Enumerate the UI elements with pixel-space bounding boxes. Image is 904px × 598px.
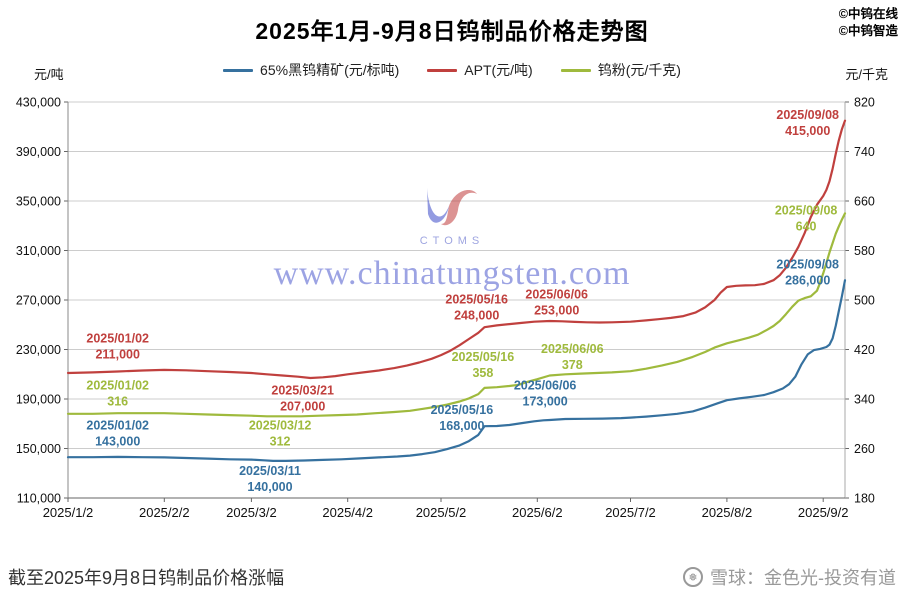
- page-title: 2025年1月-9月8日钨制品价格走势图: [255, 18, 649, 44]
- annotation-date: 2025/03/11: [239, 464, 301, 478]
- x-tick-label: 2025/3/2: [226, 505, 277, 520]
- annotation-value: 140,000: [247, 480, 292, 494]
- right-tick-label: 340: [854, 393, 875, 407]
- x-tick-label: 2025/7/2: [605, 505, 656, 520]
- chart-svg: 430,000 390,000 350,000 310,000 270,000 230,0…: [16, 96, 875, 521]
- annotation-value: 312: [270, 434, 291, 448]
- annotation-date: 2025/01/02: [86, 332, 149, 346]
- annotation-value: 143,000: [95, 434, 140, 448]
- x-tick-label: 2025/4/2: [322, 505, 373, 520]
- x-tick-label: 2025/5/2: [416, 505, 467, 520]
- legend-label-powder: 钨粉(元/千克): [597, 62, 681, 78]
- series-line-powder: [66, 212, 847, 418]
- red-line-marker-icon: [427, 68, 458, 72]
- snowflake-icon: ❅: [683, 567, 703, 587]
- annotation-date: 2025/01/02: [86, 418, 149, 432]
- green-line-marker-icon: [560, 68, 591, 72]
- right-tick-label: 740: [854, 145, 875, 159]
- x-tick-label: 2025/9/2: [798, 505, 849, 520]
- annotation-value: 211,000: [95, 348, 140, 362]
- annotation-value: 286,000: [785, 274, 830, 288]
- x-tick-label: 2025/2/2: [139, 505, 190, 520]
- right-axis-unit-label: 元/千克: [845, 67, 888, 82]
- blue-line-marker-icon: [223, 68, 254, 72]
- right-tick-label: 260: [854, 442, 875, 456]
- left-tick-label: 390,000: [16, 145, 61, 159]
- right-tick-label: 820: [854, 96, 875, 110]
- right-tick-label: 420: [854, 343, 875, 357]
- annotation-date: 2025/06/06: [514, 378, 577, 392]
- annotation-value: 207,000: [280, 399, 325, 413]
- left-tick-label: 270,000: [16, 294, 61, 308]
- legend-label-apt: APT(元/吨): [464, 62, 533, 78]
- annotation-value: 173,000: [523, 394, 568, 408]
- annotation-date: 2025/03/12: [249, 418, 312, 432]
- left-tick-label: 350,000: [16, 195, 61, 209]
- annotation-value: 253,000: [534, 304, 579, 318]
- annotation-date: 2025/09/08: [776, 258, 839, 272]
- x-tick-label: 2025/1/2: [43, 505, 94, 520]
- legend-row: 元/吨 元/千克 65%黑钨精矿(元/标吨) APT(元/吨) 钨粉(元/千克): [0, 60, 904, 84]
- corner-brand: ©中钨在线 ©中钨智造: [839, 6, 898, 40]
- left-tick-label: 430,000: [16, 96, 61, 110]
- annotation-date: 2025/05/16: [431, 403, 494, 417]
- series-line-concentrate: [66, 279, 847, 462]
- right-tick-label: 580: [854, 244, 875, 258]
- right-tick-label: 500: [854, 294, 875, 308]
- annotation-date: 2025/05/16: [445, 292, 508, 306]
- annotation-date: 2025/03/21: [271, 383, 334, 397]
- annotation-date: 2025/09/08: [776, 108, 839, 122]
- right-tick-label: 180: [854, 492, 875, 506]
- annotation-date: 2025/06/06: [541, 342, 604, 356]
- annotation-date: 2025/09/08: [775, 204, 838, 218]
- right-tick-label: 660: [854, 195, 875, 209]
- annotation-value: 316: [107, 394, 128, 408]
- series-line-apt: [66, 119, 847, 380]
- brand-line-chinatungsten-smart: ©中钨智造: [838, 23, 898, 38]
- annotation-value: 358: [472, 366, 493, 380]
- brand-line-chinatungsten-online: ©中钨在线: [838, 7, 898, 21]
- annotation-value: 640: [796, 220, 817, 234]
- annotation-value: 415,000: [785, 124, 830, 138]
- chart-area: CTOMS www.chinatungsten.com 430,000 390,0…: [0, 88, 904, 536]
- x-tick-label: 2025/6/2: [512, 505, 563, 520]
- left-tick-label: 110,000: [17, 492, 61, 506]
- left-tick-label: 230,000: [16, 343, 61, 357]
- left-tick-label: 190,000: [16, 393, 61, 407]
- legend: 65%黑钨精矿(元/标吨) APT(元/吨) 钨粉(元/千克): [0, 60, 904, 80]
- annotation-value: 248,000: [454, 308, 499, 322]
- left-tick-label: 150,000: [16, 442, 61, 456]
- legend-item-powder: 钨粉(元/千克): [560, 60, 681, 80]
- legend-label-concentrate: 65%黑钨精矿(元/标吨): [260, 62, 400, 78]
- footer-source: ❅ 雪球：金色光-投资有道: [683, 564, 896, 590]
- legend-item-apt: APT(元/吨): [427, 60, 533, 80]
- footer-source-text: 雪球：金色光-投资有道: [710, 568, 896, 588]
- legend-item-concentrate: 65%黑钨精矿(元/标吨): [223, 60, 399, 80]
- left-tick-label: 310,000: [16, 244, 61, 258]
- annotation-date: 2025/01/02: [86, 378, 149, 392]
- left-axis-unit-label: 元/吨: [34, 67, 64, 82]
- x-tick-label: 2025/8/2: [702, 505, 753, 520]
- annotation-value: 378: [562, 358, 583, 372]
- annotation-date: 2025/06/06: [525, 288, 588, 302]
- annotation-value: 168,000: [439, 419, 484, 433]
- footer-caption: 截至2025年9月8日钨制品价格涨幅: [8, 568, 285, 588]
- annotation-date: 2025/05/16: [452, 350, 515, 364]
